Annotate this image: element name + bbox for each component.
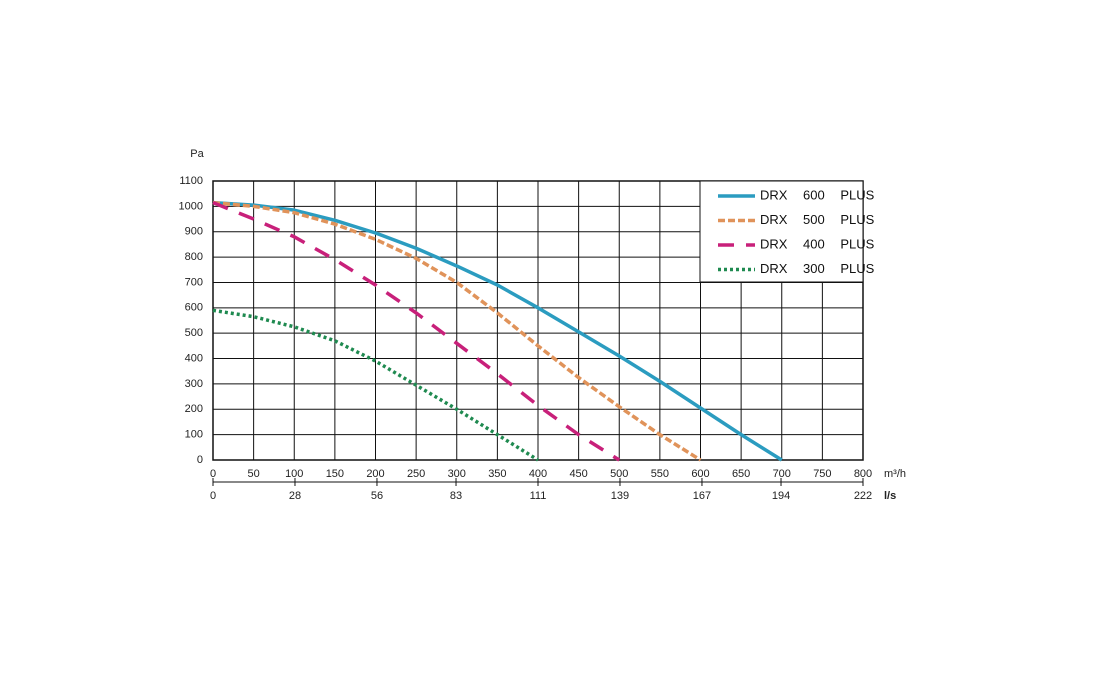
x2-tick-label: 194 xyxy=(772,490,790,502)
y-tick-label: 100 xyxy=(185,429,203,441)
x2-tick-label: 83 xyxy=(450,490,462,502)
x-tick-label: 250 xyxy=(407,468,425,480)
x-tick-label: 500 xyxy=(610,468,628,480)
x-tick-label: 350 xyxy=(488,468,506,480)
series-line xyxy=(212,200,702,462)
x2-tick-label: 56 xyxy=(371,490,383,502)
y-tick-label: 200 xyxy=(185,403,203,415)
series-line xyxy=(212,200,783,462)
y-tick-label: 900 xyxy=(185,226,203,238)
x2-unit: l/s xyxy=(884,490,896,502)
x-tick-label: 100 xyxy=(285,468,303,480)
legend-label: DRX 600 PLUS xyxy=(760,187,875,202)
y-tick-label: 800 xyxy=(185,251,203,263)
x-tick-label: 0 xyxy=(210,468,216,480)
x2-tick-label: 222 xyxy=(854,490,872,502)
x-tick-label: 550 xyxy=(651,468,669,480)
x-tick-label: 150 xyxy=(326,468,344,480)
y-tick-label: 0 xyxy=(197,454,203,466)
x-unit: m³/h xyxy=(884,468,906,480)
series-line xyxy=(212,308,539,462)
x-tick-label: 450 xyxy=(569,468,587,480)
x-tick-label: 800 xyxy=(854,468,872,480)
x-tick-label: 600 xyxy=(691,468,709,480)
x2-tick-label: 111 xyxy=(530,490,547,502)
y-tick-label: 300 xyxy=(185,378,203,390)
x2-tick-label: 28 xyxy=(289,490,301,502)
x-tick-label: 650 xyxy=(732,468,750,480)
y-tick-label: 500 xyxy=(185,327,203,339)
series-line xyxy=(212,200,621,462)
y-tick-label: 1000 xyxy=(179,200,203,212)
x2-tick-label: 139 xyxy=(611,490,629,502)
x-tick-label: 50 xyxy=(248,468,260,480)
y-unit: Pa xyxy=(190,148,204,160)
x-tick-label: 200 xyxy=(366,468,384,480)
x2-tick-label: 0 xyxy=(210,490,216,502)
x-tick-label: 300 xyxy=(448,468,466,480)
x2-tick-label: 167 xyxy=(693,490,711,502)
y-tick-label: 600 xyxy=(185,302,203,314)
x-tick-label: 700 xyxy=(773,468,791,480)
x-tick-label: 400 xyxy=(529,468,547,480)
y-tick-label: 1100 xyxy=(179,175,203,187)
legend-label: DRX 500 PLUS xyxy=(760,212,875,227)
x-tick-label: 750 xyxy=(813,468,831,480)
legend-label: DRX 400 PLUS xyxy=(760,236,875,251)
y-tick-label: 400 xyxy=(185,352,203,364)
y-tick-label: 700 xyxy=(185,276,203,288)
legend-label: DRX 300 PLUS xyxy=(760,261,875,276)
legend-box xyxy=(699,180,864,283)
